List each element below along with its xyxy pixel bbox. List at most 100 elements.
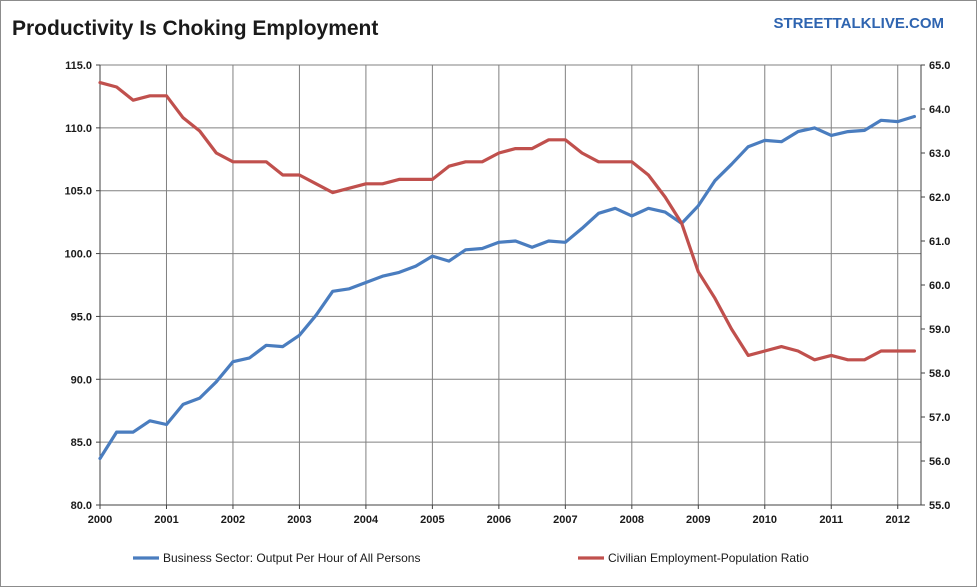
y-right-tick-label: 59.0 (929, 324, 950, 336)
y-right-tick-label: 60.0 (929, 280, 950, 292)
series-2-point (431, 178, 434, 181)
series-line-2 (98, 80, 917, 362)
series-2-point (614, 160, 617, 163)
series-1-point (780, 140, 783, 143)
series-1-point (896, 120, 899, 123)
series-1-point (364, 281, 368, 284)
series-2-point (497, 151, 501, 155)
series-1-point (348, 287, 351, 290)
series-2-point (564, 138, 567, 141)
series-2-point (597, 160, 600, 163)
series-2-point (181, 116, 185, 120)
legend: Business Sector: Output Per Hour of All … (133, 551, 809, 565)
series-1-point (697, 204, 700, 207)
y-right-tick-label: 61.0 (929, 236, 950, 248)
series-2-point (630, 160, 633, 163)
series-1-point (132, 430, 135, 434)
series-2-point (132, 99, 135, 102)
series-2-point (198, 129, 201, 133)
series-1-point (314, 314, 318, 317)
x-tick-label: 2012 (885, 514, 909, 526)
series-1-point (464, 248, 467, 251)
series-2-point (730, 327, 733, 331)
series-1-point (397, 271, 401, 274)
x-tick-label: 2006 (487, 514, 511, 526)
series-1-point (879, 119, 883, 122)
series-2-point (747, 354, 750, 357)
x-tick-label: 2002 (221, 514, 245, 526)
series-1-point (747, 145, 750, 148)
series-2-point (913, 349, 916, 353)
series-1-point (98, 457, 102, 460)
x-tick-label: 2001 (154, 514, 178, 526)
series-1-point (115, 430, 118, 434)
y-left-tick-label: 95.0 (71, 311, 92, 323)
series-2-point (846, 358, 850, 361)
series-line-1 (98, 114, 917, 461)
series-2-point (447, 165, 451, 168)
series-1-point (381, 275, 384, 278)
series-2-point (364, 182, 368, 185)
legend-label-1: Business Sector: Output Per Hour of All … (163, 551, 420, 565)
series-1-point (231, 360, 235, 363)
x-tick-label: 2010 (753, 514, 777, 526)
y-right-tick-label: 64.0 (929, 104, 950, 116)
y-right-tick-label: 62.0 (929, 192, 950, 204)
legend-label-2: Civilian Employment-Population Ratio (608, 551, 809, 565)
x-tick-label: 2004 (354, 514, 379, 526)
series-2-point (647, 173, 650, 177)
series-1-point (198, 396, 201, 400)
series-2-point (98, 81, 102, 84)
series-2-point (530, 147, 534, 150)
series-1-point (614, 207, 617, 210)
series-2-point (165, 94, 168, 98)
x-tick-label: 2008 (620, 514, 644, 526)
series-1-point (265, 344, 268, 347)
y-left-tick-label: 90.0 (71, 374, 92, 386)
y-left-tick-label: 110.0 (65, 123, 92, 135)
series-2-point (896, 349, 899, 353)
y-right-tick-label: 58.0 (929, 368, 950, 380)
series-1-point (331, 290, 334, 293)
y-left-tick-label: 115.0 (65, 60, 92, 72)
series-1-point (830, 134, 833, 137)
series-2-point (514, 147, 517, 150)
series-1-point (564, 241, 567, 244)
series-1-point (913, 115, 916, 118)
series-2-point (680, 222, 683, 225)
series-1-point (713, 179, 717, 182)
series-2-point (248, 160, 251, 163)
series-1-point (514, 239, 517, 243)
series-1-point (630, 214, 633, 218)
series-1-point (281, 345, 284, 348)
series-2-point (397, 178, 401, 181)
y-right-tick-label: 57.0 (929, 412, 950, 424)
series-1-point (497, 241, 501, 244)
y-right-tick-label: 55.0 (929, 500, 950, 512)
series-2-point (331, 191, 334, 194)
series-2-point (215, 151, 218, 155)
series-1-point (215, 380, 218, 383)
series-2-point (580, 151, 584, 155)
x-tick-label: 2000 (88, 514, 112, 526)
series-1-point (298, 334, 301, 337)
y-left-tick-label: 80.0 (71, 500, 92, 512)
series-1-point (148, 419, 152, 422)
x-tick-label: 2009 (686, 514, 710, 526)
y-right-tick-label: 63.0 (929, 148, 950, 160)
x-tick-label: 2005 (420, 514, 444, 526)
series-1-point (530, 246, 534, 249)
series-2-point (115, 85, 118, 89)
series-2-point (148, 94, 152, 98)
series-2-point (796, 349, 800, 353)
series-1-point (248, 356, 251, 360)
series-1-point (447, 259, 451, 263)
series-2-point (481, 160, 484, 163)
series-2-point (763, 349, 766, 353)
brand-watermark: STREETTALKLIVE.COM (773, 15, 944, 32)
series-2-point (381, 182, 384, 185)
series-2-point (663, 195, 667, 199)
x-tick-label: 2011 (819, 514, 843, 526)
